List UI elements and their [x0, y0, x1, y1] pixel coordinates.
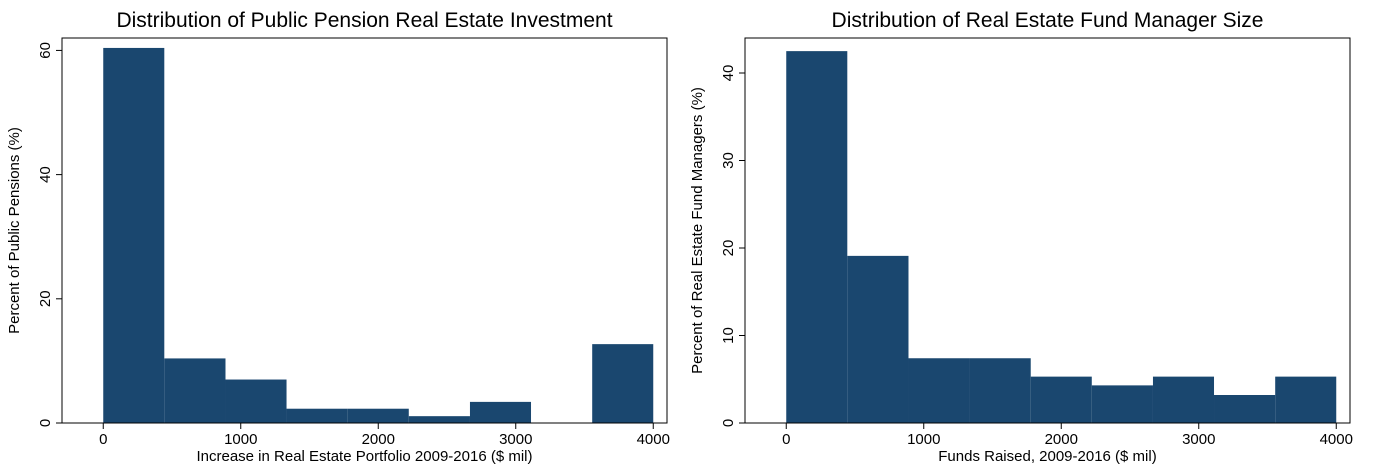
x-tick-label: 3000 [1182, 431, 1215, 448]
bars [103, 47, 654, 423]
y-tick-label: 30 [720, 152, 737, 169]
bar-2 [908, 358, 970, 423]
bar-4 [1030, 376, 1092, 423]
x-axis-label: Funds Raised, 2009-2016 ($ mil) [938, 448, 1156, 465]
chart-pension-investment: 0 1000 2000 3000 4000 0 20 40 60 Distribution of … [6, 9, 670, 465]
x-tick-label: 0 [99, 431, 107, 448]
y-tick-label: 20 [37, 290, 54, 307]
bar-8 [592, 344, 654, 423]
plot-frame [61, 37, 668, 424]
x-tick-label: 1000 [224, 431, 257, 448]
bar-5 [1091, 385, 1153, 423]
bar-4 [347, 408, 409, 423]
x-tick-label: 3000 [499, 431, 532, 448]
x-axis-label: Increase in Real Estate Portfolio 2009-2… [196, 448, 532, 465]
bar-6 [1152, 376, 1215, 423]
y-tick-label: 20 [720, 240, 737, 257]
bar-1 [847, 255, 909, 423]
y-tick-label: 40 [720, 65, 737, 82]
y-tick-label: 0 [720, 419, 737, 427]
bars [786, 51, 1337, 423]
bar-5 [408, 416, 470, 423]
bar-7 [1214, 395, 1276, 423]
bar-0 [786, 51, 848, 423]
bar-6 [469, 401, 532, 423]
x-tick-label: 4000 [637, 431, 670, 448]
bar-3 [969, 358, 1031, 423]
x-tick-label: 4000 [1320, 431, 1353, 448]
x-tick-label: 2000 [1045, 431, 1078, 448]
bar-1 [164, 358, 226, 423]
bar-8 [1275, 376, 1337, 423]
y-tick-label: 40 [37, 166, 54, 183]
bar-3 [286, 408, 348, 423]
bar-0 [103, 47, 165, 423]
x-tick-label: 1000 [907, 431, 940, 448]
x-tick-label: 0 [782, 431, 790, 448]
x-tick-label: 2000 [362, 431, 395, 448]
y-tick-label: 60 [37, 42, 54, 59]
y-axis-label: Percent of Public Pensions (%) [6, 127, 23, 334]
chart-panel-fund-manager: 0 1000 2000 3000 4000 0 10 20 30 40 Distribution o… [688, 0, 1376, 471]
chart-title: Distribution of Real Estate Fund Manager… [832, 9, 1264, 32]
chart-title: Distribution of Public Pension Real Esta… [116, 9, 612, 32]
y-tick-label: 0 [37, 419, 54, 427]
y-tick-label: 10 [720, 327, 737, 344]
chart-fund-manager-size: 0 1000 2000 3000 4000 0 10 20 30 40 Distribution o… [689, 9, 1353, 465]
y-axis-label: Percent of Real Estate Fund Managers (%) [689, 87, 706, 374]
bar-2 [225, 379, 287, 423]
chart-panel-pension: 0 1000 2000 3000 4000 0 20 40 60 Distribution of … [0, 0, 688, 471]
plot-frame [744, 37, 1351, 424]
